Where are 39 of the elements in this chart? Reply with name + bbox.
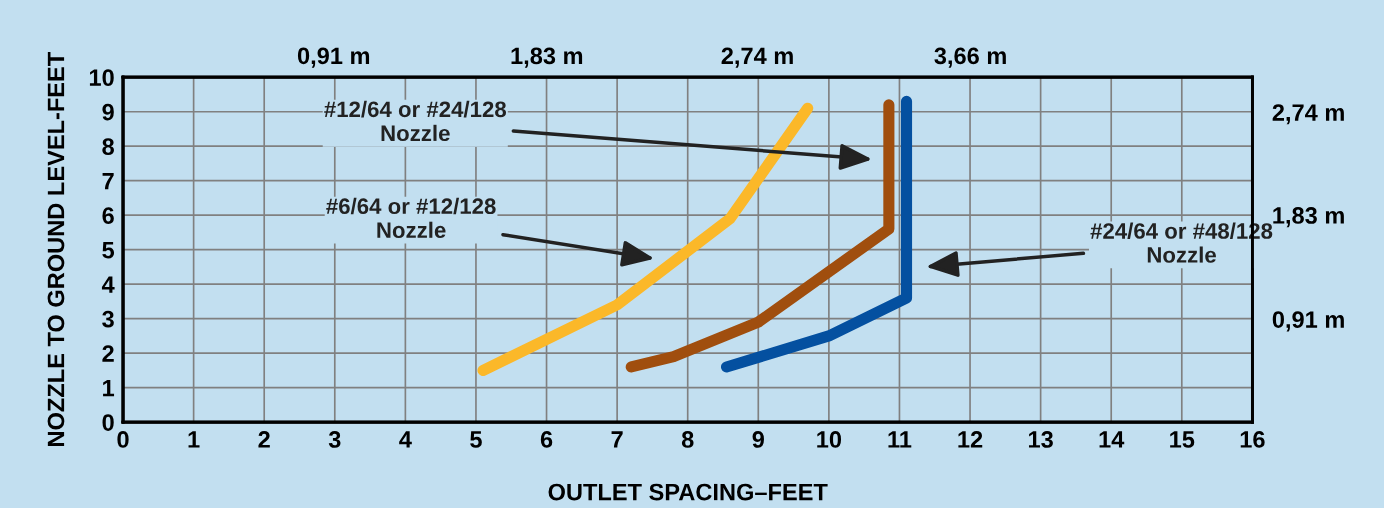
y-tick-label: 1 [103,379,115,397]
x-tick-label: 9 [752,431,764,448]
y2-tick-label: 0,91 m [1272,311,1344,332]
x2-tick-label: 1,83 m [511,47,583,68]
x-tick-label: 3 [328,431,341,448]
x-tick-label: 10 [817,431,842,448]
x-tick-label: 13 [1028,431,1053,448]
y-tick-label: 7 [102,173,114,190]
x2-tick-label: 2,74 m [721,47,793,68]
x-tick-label: 12 [958,431,983,448]
y-tick-label: 8 [102,138,114,155]
x-tick-label: 2 [258,431,270,448]
x-tick-label: 1 [188,431,200,448]
x-axis-title: OUTLET SPACING–FEET [548,483,828,501]
y-tick-label: 5 [102,241,115,259]
y-tick-label: 6 [102,207,114,224]
y-tick-label: 10 [89,69,114,86]
x-tick-label: 6 [540,431,553,448]
x-tick-label: 16 [1240,431,1265,448]
y-tick-label: 9 [102,103,114,121]
x2-tick-label: 0,91 m [297,47,370,68]
x-tick-label: 15 [1170,431,1195,448]
x-tick-label: 0 [117,431,129,448]
y2-tick-label: 1,83 m [1273,207,1344,228]
annotation: #12/64 or #24/128 Nozzle [324,100,507,142]
x-tick-label: 7 [611,431,623,448]
y-axis-title: NOZZLE TO GROUND LEVEL-FEET [47,52,65,446]
y-tick-label: 0 [102,414,114,431]
y2-tick-label: 2,74 m [1272,104,1344,125]
x-tick-label: 11 [888,431,912,448]
annotation: #6/64 or #12/128 Nozzle [326,197,496,239]
y-tick-label: 3 [102,310,114,328]
x2-tick-label: 3,66 m [934,47,1006,68]
y-tick-label: 4 [101,276,115,293]
x-tick-label: 5 [470,431,482,448]
y-tick-label: 2 [102,345,114,362]
x-tick-label: 14 [1099,431,1125,448]
x-tick-label: 8 [681,431,694,448]
x-tick-label: 4 [399,431,412,448]
